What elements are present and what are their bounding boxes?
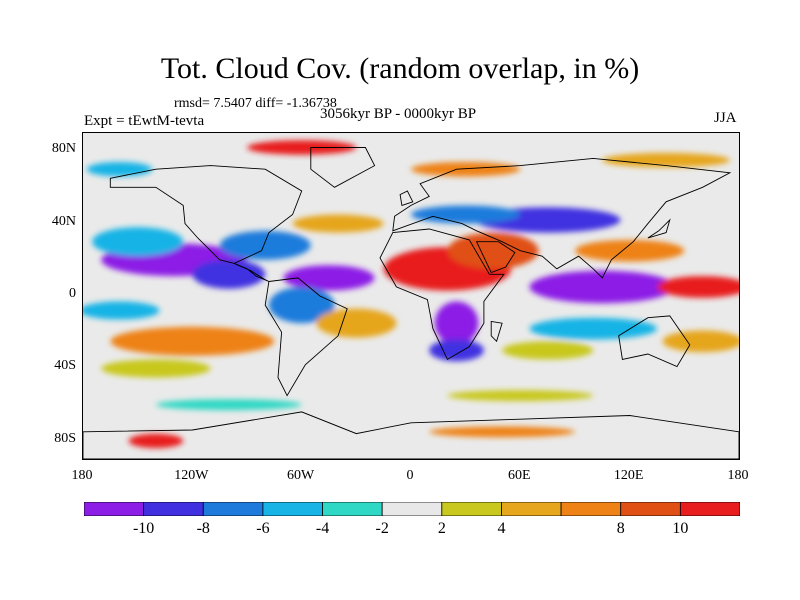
lon-label: 120W xyxy=(174,468,209,483)
anomaly-region-16 xyxy=(529,270,676,304)
coastline-madagascar xyxy=(490,320,503,343)
colorbar-label: 10 xyxy=(672,520,689,537)
lat-label: 40N xyxy=(51,213,76,229)
coastline-australia xyxy=(618,315,691,368)
colorbar-label: 4 xyxy=(497,520,506,537)
coastline-antarctica xyxy=(83,411,739,459)
colorbar-segment xyxy=(262,502,323,516)
colorbar-segment xyxy=(560,502,622,516)
map-plot xyxy=(83,140,739,459)
period-label: 3056kyr BP - 0000kyr BP xyxy=(320,106,477,122)
anomaly-region-15 xyxy=(411,205,521,224)
colorbar-segment xyxy=(381,502,443,516)
anomaly-region-1 xyxy=(192,259,266,289)
colorbar-segment xyxy=(620,502,681,516)
lat-label: 80N xyxy=(51,141,76,157)
anomaly-field xyxy=(83,140,739,449)
colorbar-label: -8 xyxy=(196,520,210,537)
coastlines xyxy=(83,147,739,459)
coastline-central-america xyxy=(234,262,270,282)
anomaly-region-12 xyxy=(434,301,479,345)
colorbar-label: 8 xyxy=(616,520,625,537)
colorbar-segment xyxy=(441,502,502,516)
colorbar-segment xyxy=(679,502,740,516)
lat-label: 80S xyxy=(54,430,76,446)
colorbar xyxy=(84,502,740,516)
anomaly-region-22 xyxy=(101,359,211,378)
coastline-south-america xyxy=(264,277,348,397)
anomaly-region-28 xyxy=(86,161,153,177)
anomaly-region-24 xyxy=(602,152,730,168)
season-label: JJA xyxy=(714,110,737,126)
coastline-arabia xyxy=(475,241,516,274)
coastline-japan xyxy=(647,218,671,239)
colorbar-segment xyxy=(322,502,383,516)
colorbar-segment xyxy=(202,502,264,516)
anomaly-region-30 xyxy=(155,399,302,411)
colorbar-label: 2 xyxy=(437,520,446,537)
anomaly-region-26 xyxy=(128,433,184,449)
anomaly-region-20 xyxy=(662,330,739,353)
anomaly-region-19 xyxy=(657,276,739,298)
coastline-greenland xyxy=(310,147,376,188)
colorbar-label: -10 xyxy=(132,520,155,537)
anomaly-region-23 xyxy=(247,140,357,155)
anomaly-region-18 xyxy=(575,239,685,262)
anomaly-region-7 xyxy=(268,286,335,324)
coastline-eurasia xyxy=(392,157,732,279)
lon-label: 180 xyxy=(71,468,93,483)
anomaly-region-5 xyxy=(219,230,311,260)
experiment-label: Expt = tEwtM-tevta xyxy=(84,113,205,129)
anomaly-region-17 xyxy=(529,317,657,340)
anomaly-region-29 xyxy=(447,390,594,402)
lon-label: 60E xyxy=(508,468,531,483)
lat-label: 40S xyxy=(54,358,76,374)
chart-title: Tot. Cloud Cov. (random overlap, in %) xyxy=(160,52,640,85)
anomaly-region-4 xyxy=(110,326,275,356)
anomaly-region-21 xyxy=(502,341,594,360)
colorbar-label: -4 xyxy=(315,520,330,537)
lon-label: 180 xyxy=(727,468,749,483)
colorbar-segment xyxy=(143,502,204,516)
anomaly-region-8 xyxy=(316,308,397,338)
anomaly-region-2 xyxy=(92,227,184,257)
lon-label: 0 xyxy=(406,468,414,483)
map-panel xyxy=(82,132,740,460)
coastline-africa xyxy=(379,228,505,361)
anomaly-region-9 xyxy=(292,214,384,233)
colorbar-segment xyxy=(501,502,562,516)
lat-label: 0 xyxy=(69,286,76,301)
anomaly-region-25 xyxy=(411,161,521,177)
anomaly-region-13 xyxy=(429,339,484,362)
lon-label: 60W xyxy=(287,468,315,483)
lon-label: 120E xyxy=(613,468,644,483)
colorbar-label: -2 xyxy=(375,520,389,537)
anomaly-region-3 xyxy=(83,301,160,320)
colorbar-segment xyxy=(84,502,145,516)
coastline-uk xyxy=(399,190,414,206)
coastline-north-america xyxy=(109,165,303,264)
anomaly-region-27 xyxy=(429,426,575,438)
colorbar-label: -6 xyxy=(256,520,270,537)
rmsd-diff-stats: rmsd= 7.5407 diff= -1.36738 xyxy=(174,96,337,111)
